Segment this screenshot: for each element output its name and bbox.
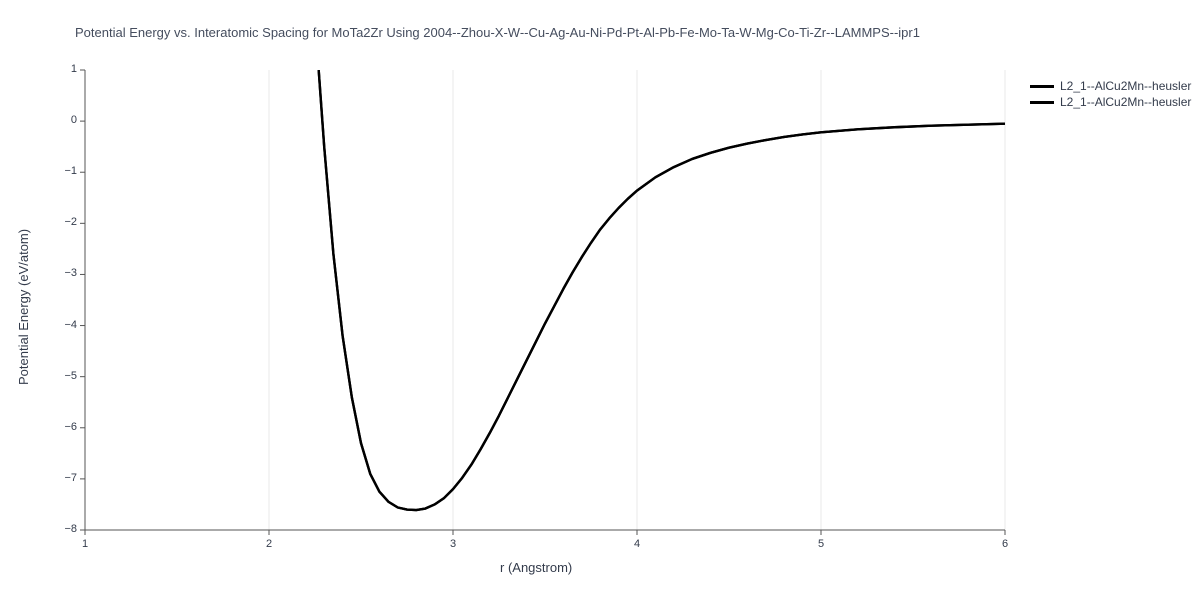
y-tick: −6 <box>47 421 77 433</box>
legend-item[interactable]: L2_1--AlCu2Mn--heusler <box>1030 78 1191 94</box>
y-tick: 1 <box>47 63 77 75</box>
legend-label: L2_1--AlCu2Mn--heusler <box>1060 95 1191 109</box>
y-tick: −3 <box>47 267 77 279</box>
x-tick: 6 <box>995 538 1015 550</box>
legend-swatch <box>1030 101 1054 104</box>
series-1 <box>319 70 1005 510</box>
y-tick: −7 <box>47 472 77 484</box>
chart-plot <box>0 0 1200 600</box>
y-tick: −1 <box>47 165 77 177</box>
legend: L2_1--AlCu2Mn--heusler L2_1--AlCu2Mn--heu… <box>1030 78 1191 110</box>
legend-item[interactable]: L2_1--AlCu2Mn--heusler <box>1030 94 1191 110</box>
x-tick: 3 <box>443 538 463 550</box>
y-tick: −4 <box>47 319 77 331</box>
series-0 <box>319 70 1005 510</box>
x-tick: 5 <box>811 538 831 550</box>
y-tick: −5 <box>47 370 77 382</box>
x-tick: 1 <box>75 538 95 550</box>
y-axis-label: Potential Energy (eV/atom) <box>16 229 31 385</box>
y-tick: −8 <box>47 523 77 535</box>
y-tick: −2 <box>47 216 77 228</box>
x-tick: 2 <box>259 538 279 550</box>
legend-label: L2_1--AlCu2Mn--heusler <box>1060 79 1191 93</box>
y-tick: 0 <box>47 114 77 126</box>
legend-swatch <box>1030 85 1054 88</box>
x-tick: 4 <box>627 538 647 550</box>
x-axis-label: r (Angstrom) <box>500 560 572 575</box>
